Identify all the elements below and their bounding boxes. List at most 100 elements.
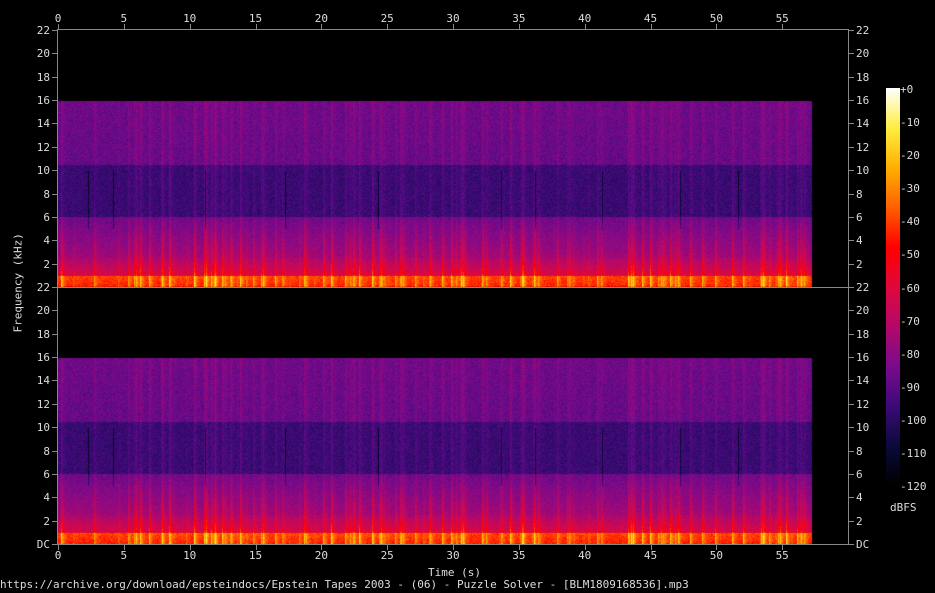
y-tick-mark-right [849, 146, 854, 148]
y-tick-label-right: 4 [856, 491, 863, 505]
y-tick-label-left: 20 [36, 47, 51, 61]
colorbar-tick-label: -10 [900, 116, 920, 130]
y-tick-mark-right [849, 333, 854, 335]
y-tick-mark-left [52, 450, 57, 452]
y-tick-mark-right [849, 544, 854, 545]
x-tick-label-bottom: 15 [248, 549, 263, 562]
y-tick-label-right: 22 [856, 281, 870, 294]
colorbar-label: dBFS [890, 501, 917, 514]
x-tick-label-bottom: 25 [380, 549, 394, 562]
y-tick-label-left: 14 [36, 374, 51, 388]
y-tick-label-right: 14 [856, 374, 870, 388]
y-tick-mark-left [52, 497, 57, 499]
y-tick-label-left: 18 [36, 70, 51, 84]
x-tick-label-top: 5 [120, 12, 128, 25]
y-tick-label-left: 16 [36, 351, 51, 365]
y-tick-mark-right [849, 216, 854, 218]
y-tick-mark-right [849, 76, 854, 78]
x-tick-label-top: 35 [512, 12, 526, 25]
y-tick-mark-left [52, 287, 57, 288]
y-tick-mark-left [52, 544, 57, 545]
y-tick-mark-right [849, 380, 854, 382]
y-tick-mark-left [52, 53, 57, 55]
x-tick-mark-bottom [189, 545, 191, 550]
x-tick-mark-top [255, 24, 257, 29]
x-tick-mark-bottom [123, 545, 125, 550]
y-tick-label-right: 18 [856, 70, 870, 84]
x-tick-mark-bottom [453, 545, 454, 550]
y-tick-mark-left [52, 380, 57, 382]
y-tick-label-right: 2 [856, 257, 863, 271]
x-tick-label-bottom: 35 [512, 549, 526, 562]
y-tick-label-right: 16 [856, 94, 870, 108]
y-tick-mark-left [52, 240, 57, 242]
y-tick-mark-right [849, 170, 854, 172]
y-tick-label-right: 12 [856, 397, 870, 411]
y-tick-mark-right [849, 123, 854, 125]
x-tick-mark-bottom [716, 545, 718, 550]
x-tick-label-top: 0 [54, 12, 62, 25]
y-tick-mark-right [849, 520, 854, 522]
y-tick-mark-left [52, 263, 57, 265]
x-tick-label-bottom: 45 [643, 549, 658, 562]
y-tick-label-left: 20 [36, 304, 51, 318]
x-tick-mark-top [189, 24, 191, 29]
y-tick-mark-left [52, 193, 57, 195]
y-tick-mark-right [849, 497, 854, 499]
x-tick-label-top: 55 [775, 12, 789, 25]
x-tick-label-top: 15 [248, 12, 263, 25]
x-tick-label-top: 30 [446, 12, 460, 25]
spectrogram-heatmap [58, 30, 848, 544]
y-tick-label-right: 6 [856, 210, 863, 224]
y-tick-mark-right [849, 473, 854, 475]
x-tick-label-top: 20 [314, 12, 328, 25]
y-tick-mark-right [849, 427, 854, 429]
colorbar-tick-label: -60 [900, 281, 920, 295]
colorbar-tick-label: -80 [900, 347, 920, 361]
y-tick-mark-right [849, 30, 854, 31]
y-tick-mark-left [52, 76, 57, 78]
y-tick-label-left: DC [36, 538, 51, 551]
x-tick-label-bottom: 30 [446, 549, 460, 562]
y-tick-label-left: 2 [43, 257, 51, 271]
y-tick-mark-left [52, 427, 57, 429]
x-tick-label-top: 25 [380, 12, 394, 25]
x-tick-mark-bottom [58, 545, 59, 550]
y-tick-mark-left [52, 403, 57, 405]
x-tick-label-bottom: 50 [709, 549, 723, 562]
x-tick-label-bottom: 20 [314, 549, 328, 562]
x-tick-label-bottom: 55 [775, 549, 789, 562]
y-tick-mark-left [52, 146, 57, 148]
x-axis-label: Time (s) [428, 566, 481, 579]
y-tick-label-right: 20 [856, 304, 870, 318]
y-tick-label-right: 22 [856, 24, 870, 37]
y-tick-label-right: 10 [856, 164, 870, 178]
x-tick-mark-top [782, 24, 784, 29]
y-tick-mark-left [52, 310, 57, 312]
y-tick-mark-left [52, 123, 57, 125]
x-tick-mark-bottom [782, 545, 784, 550]
y-tick-mark-right [849, 263, 854, 265]
x-tick-label-top: 40 [578, 12, 592, 25]
y-tick-mark-right [849, 240, 854, 242]
x-tick-label-bottom: 5 [120, 549, 128, 562]
y-tick-mark-right [849, 193, 854, 195]
x-tick-mark-top [518, 24, 520, 29]
colorbar-tick-label: -110 [900, 446, 927, 460]
y-tick-label-right: 10 [856, 421, 870, 435]
y-tick-label-left: 4 [43, 234, 51, 248]
x-tick-mark-top [650, 24, 652, 29]
y-tick-label-right: DC [856, 538, 870, 551]
source-filename: https://archive.org/download/epsteindocs… [0, 578, 689, 591]
colorbar-tick-label: +0 [900, 83, 914, 96]
y-tick-label-left: 18 [36, 327, 51, 341]
y-tick-label-left: 2 [43, 514, 51, 528]
x-tick-label-top: 45 [643, 12, 658, 25]
x-tick-label-top: 10 [183, 12, 197, 25]
x-tick-label-top: 50 [709, 12, 723, 25]
y-tick-label-left: 6 [43, 210, 51, 224]
y-tick-mark-right [849, 310, 854, 312]
x-tick-mark-top [58, 24, 59, 29]
y-tick-label-left: 12 [36, 397, 51, 411]
y-tick-mark-left [52, 100, 57, 102]
